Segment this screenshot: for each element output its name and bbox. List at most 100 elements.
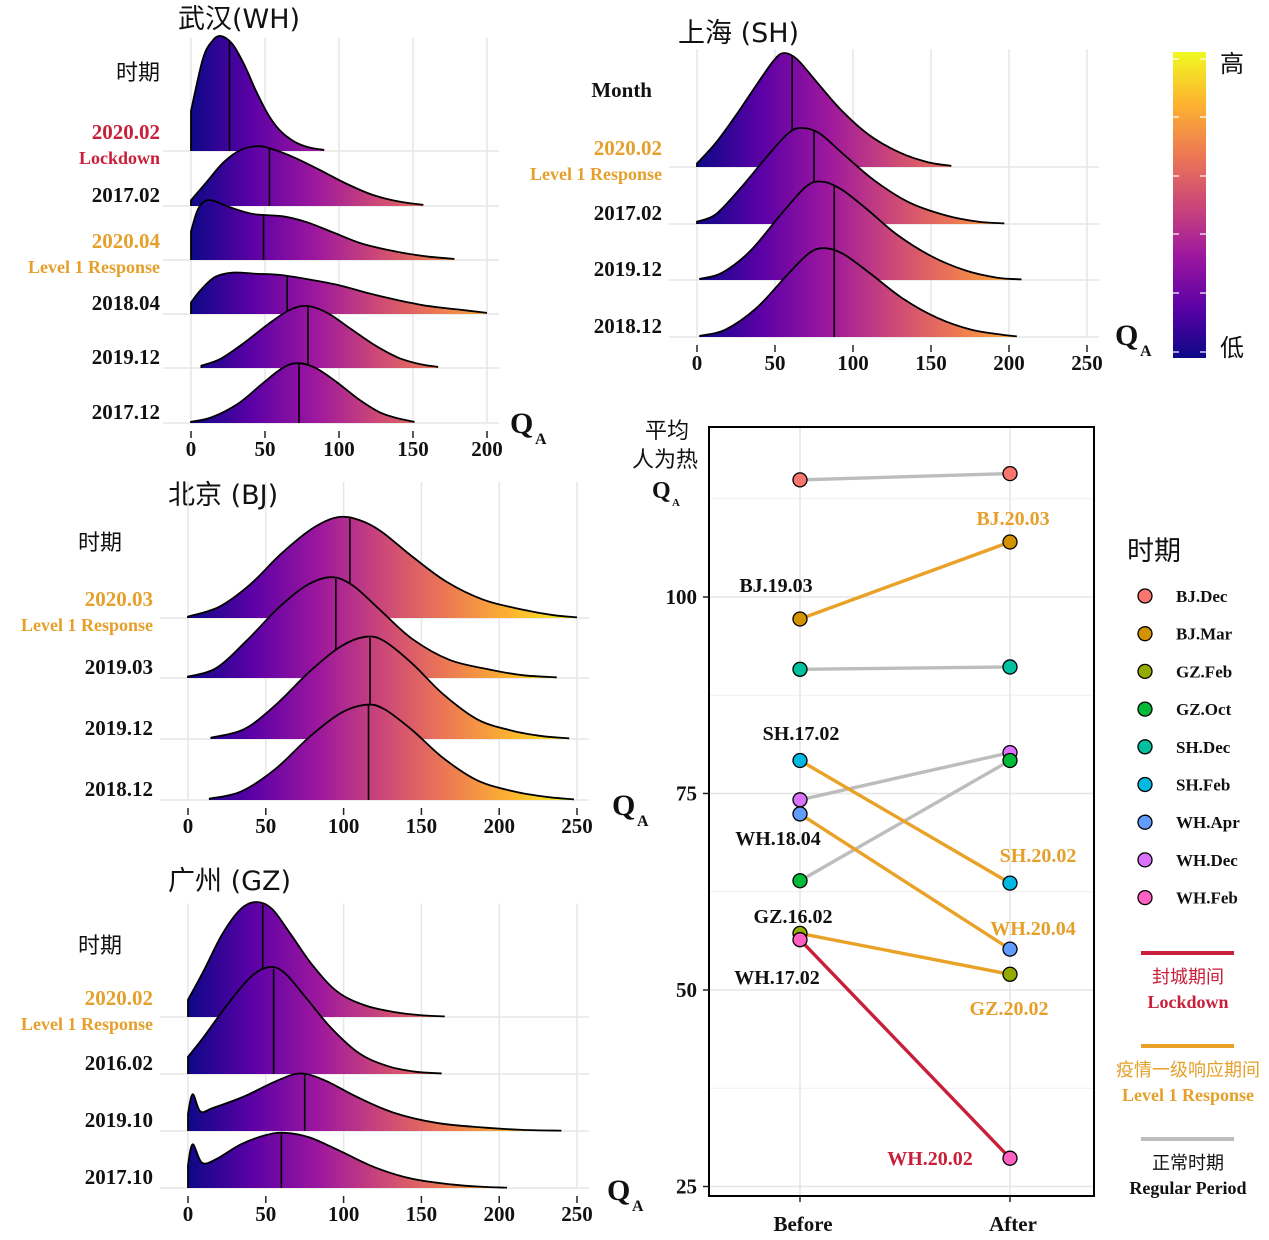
ridge-outline [699, 247, 1017, 338]
x-axis-title: Q [1115, 319, 1138, 352]
x-tick-label: 200 [471, 437, 503, 461]
colorbar-gradient [1173, 52, 1206, 358]
row-label: 2019.03 [85, 655, 153, 679]
y-tick-label: 25 [676, 1175, 697, 1199]
row-label: 2018.12 [594, 314, 662, 338]
legend-item-label: WH.Apr [1176, 813, 1240, 832]
y-axis-title: Month [591, 78, 652, 102]
point-label-after: BJ.20.03 [976, 508, 1049, 530]
legend-item-label: BJ.Dec [1176, 587, 1228, 606]
x-tick-label: 150 [915, 351, 947, 375]
row-label: 2019.12 [85, 716, 153, 740]
ridge-area [201, 305, 439, 368]
legend-item-label: BJ.Mar [1176, 625, 1233, 644]
legend-item-label: WH.Dec [1176, 851, 1238, 870]
ridgeline-panel-wuhan: 武汉(WH) 时期 2020.02 Lockdown 2017.02 2020.04 Lev… [28, 4, 547, 461]
ridge-area [697, 127, 1005, 224]
legend-line-label-en: Level 1 Response [1122, 1085, 1254, 1105]
x-axis-title-subscript: A [535, 431, 547, 448]
row-label: 2019.12 [92, 345, 160, 369]
point-before [792, 472, 808, 488]
ridge-outline [696, 52, 952, 167]
legend-item-label: SH.Dec [1176, 738, 1231, 757]
point-label-after: GZ.20.02 [970, 998, 1049, 1020]
legend-line-label-cn: 疫情一级响应期间 [1116, 1060, 1260, 1081]
ridge-area [188, 577, 557, 678]
x-axis-title: Q [607, 1174, 630, 1207]
point-label-before: WH.17.02 [734, 967, 820, 989]
row-label: 2016.02 [85, 1051, 153, 1075]
slope-line [798, 758, 1012, 885]
ridge-outline [187, 901, 445, 1018]
ridge-outline [699, 180, 1022, 281]
point-label-after: WH.20.02 [887, 1148, 973, 1170]
point-label-after: WH.20.04 [990, 918, 1076, 940]
ridgeline-panel-beijing: 北京 (BJ) 时期 2020.03 Level 1 Response 2019.03 2… [21, 480, 649, 838]
y-tick-label: 100 [666, 585, 698, 609]
row-label: 2017.12 [92, 400, 160, 424]
point-before [792, 661, 808, 677]
ridge-area [191, 35, 325, 152]
x-axis-title-subscript: A [1140, 343, 1152, 360]
row-label: 2017.10 [85, 1165, 153, 1189]
point-label-after: SH.20.02 [1000, 845, 1077, 867]
ridge-outline [696, 127, 1005, 225]
point-before [792, 611, 808, 627]
x-axis-title-subscript: A [637, 813, 649, 830]
ridge-area [188, 1073, 562, 1131]
ridge-outline [200, 304, 439, 368]
x-tick-label: 0 [183, 814, 194, 838]
row-sublabel: Level 1 Response [21, 615, 153, 635]
ridge-area [700, 181, 1022, 280]
x-tick-label: 200 [483, 1202, 515, 1226]
ridge-outline [190, 199, 455, 260]
point-after [1002, 465, 1018, 482]
ridge-area [188, 902, 445, 1017]
legend-line-label-en: Lockdown [1147, 992, 1228, 1012]
legend-title: 时期 [1127, 536, 1181, 567]
ridge-outline [187, 1072, 562, 1132]
point-before [792, 752, 808, 769]
ridge-area [209, 704, 574, 800]
row-label: 2017.02 [92, 183, 160, 207]
row-label: 2020.02 [85, 986, 153, 1010]
point-after [1002, 1150, 1018, 1166]
row-label: 2020.02 [594, 136, 662, 160]
x-tick-label: 100 [323, 437, 355, 461]
ridge-outline [210, 635, 570, 740]
slope-line [798, 931, 1012, 976]
ridgeline-panel-guangzhou: 广州 (GZ) 时期 2020.02 Level 1 Response 2016.02 2… [21, 866, 644, 1226]
legend-line-label-cn: 正常时期 [1152, 1153, 1224, 1174]
y-tick-label: 50 [676, 978, 697, 1002]
row-sublabel: Level 1 Response [28, 257, 160, 277]
point-label-before: BJ.19.03 [739, 575, 812, 597]
y-tick-label: 75 [676, 782, 697, 806]
legend-swatch [1137, 663, 1153, 680]
panel-title: 武汉(WH) [178, 4, 300, 35]
point-before [792, 806, 808, 822]
row-label: 2020.03 [85, 587, 153, 611]
legend-line-label-en: Regular Period [1129, 1178, 1246, 1198]
x-tick-label: 200 [483, 814, 515, 838]
ridgeline-panel-shanghai: 上海 (SH) Month 2020.02 Level 1 Response 2017.… [530, 18, 1152, 375]
point-after [1002, 941, 1018, 957]
legend-swatch [1137, 701, 1153, 717]
slope-line [798, 471, 1012, 482]
x-tick-label: 50 [255, 1202, 276, 1226]
x-tick-label: 100 [328, 1202, 360, 1226]
ridge-outline [190, 35, 325, 151]
legend-item-label: GZ.Oct [1176, 700, 1232, 719]
x-tick-label: 100 [837, 351, 869, 375]
plot-border [708, 426, 1095, 1197]
x-tick-label: 100 [328, 814, 360, 838]
colorbar-low-label: 低 [1220, 334, 1244, 362]
x-tick-label: 200 [993, 351, 1025, 375]
point-after [1002, 875, 1018, 891]
ridge-outline [187, 1131, 508, 1189]
ridge-outline [190, 271, 488, 314]
row-label: 2018.04 [92, 291, 161, 315]
slope-line [798, 812, 1012, 951]
point-before [792, 873, 808, 889]
